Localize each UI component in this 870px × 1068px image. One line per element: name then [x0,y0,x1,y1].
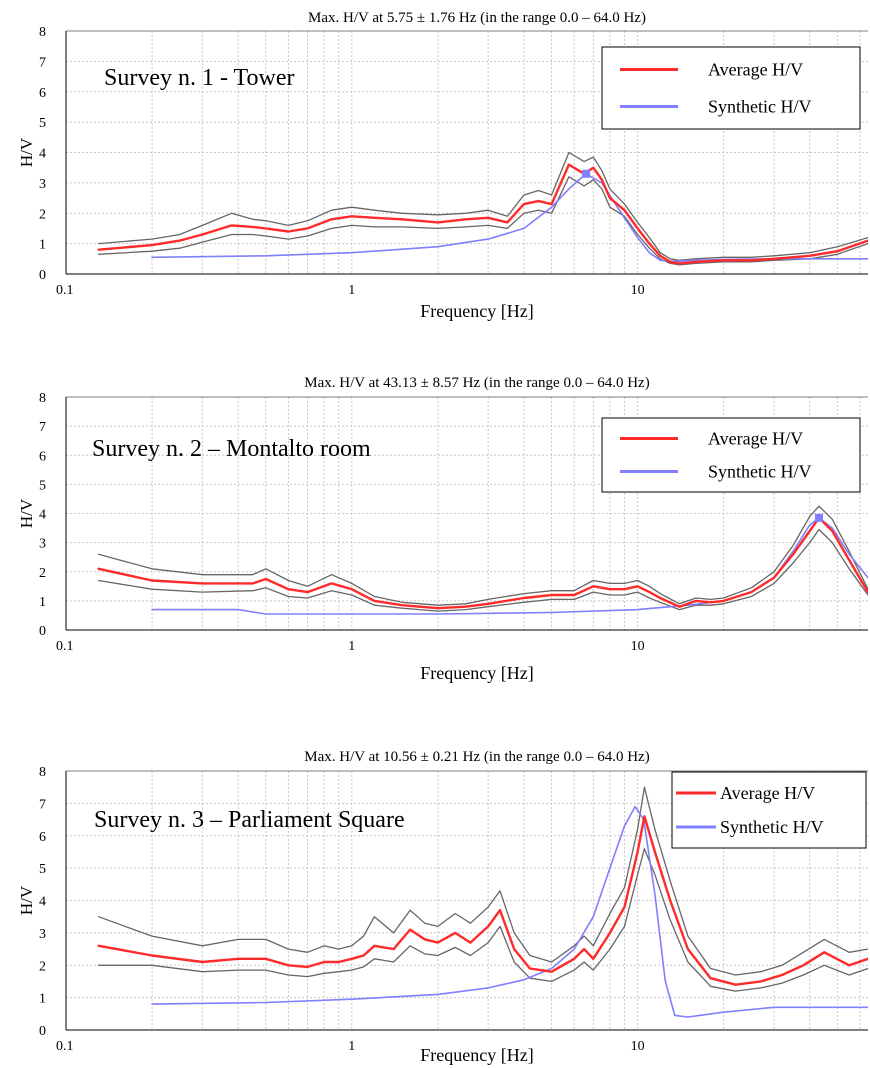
y-tick-label: 5 [39,116,46,131]
legend: Average H/V Synthetic H/V [601,417,861,493]
x-tick-label: 10 [631,283,645,298]
legend-label: Average H/V [720,783,815,803]
y-tick-label: 8 [39,25,46,40]
legend-label: Synthetic H/V [708,462,812,482]
chart-title: Max. H/V at 5.75 ± 1.76 Hz (in the range… [308,10,646,26]
series-line-average [97,516,868,610]
y-tick-label: 8 [39,391,46,406]
y-axis-label: H/V [17,137,36,167]
y-tick-label: 3 [39,177,46,192]
series-line-synthetic [151,805,868,1018]
y-tick-label: 3 [39,927,46,942]
legend-box [601,417,861,493]
peak-marker [815,513,824,522]
chart-title: Max. H/V at 43.13 ± 8.57 Hz (in the rang… [304,375,649,391]
x-tick-label: 0.1 [56,1039,74,1054]
y-tick-label: 0 [39,268,46,283]
chart-panel-2: 0 1 2 3 4 5 6 7 8 0.1 1 10 Max. H/V at 43.13 ± 8.57 … [17,375,868,683]
y-tick-label: 4 [39,508,46,523]
series-line-lower [97,528,868,612]
legend-label: Average H/V [708,429,803,449]
y-tick-label: 1 [39,595,46,610]
y-tick-label: 8 [39,765,46,780]
y-tick-label: 7 [39,55,46,70]
survey-annotation: Survey n. 2 – Montalto room [92,436,371,462]
grid-lines [66,771,868,1030]
survey-annotation: Survey n. 3 – Parliament Square [94,807,405,833]
legend-label: Synthetic H/V [708,97,812,117]
survey-annotation: Survey n. 1 - Tower [104,65,295,91]
series-line-upper [97,505,868,606]
y-tick-label: 7 [39,797,46,812]
series-line-upper [97,151,868,261]
x-axis-label: Frequency [Hz] [420,663,533,683]
y-tick-label: 5 [39,478,46,493]
series-line-lower [97,848,868,992]
x-axis-label: Frequency [Hz] [420,1045,533,1065]
legend: Average H/V Synthetic H/V [601,46,861,130]
y-tick-label: 0 [39,1024,46,1039]
x-axis-label: Frequency [Hz] [420,301,533,321]
x-tick-label: 10 [631,1039,645,1054]
x-tick-label: 10 [631,639,645,654]
y-tick-label: 3 [39,537,46,552]
y-tick-label: 2 [39,207,46,222]
y-tick-label: 6 [39,449,46,464]
y-tick-label: 6 [39,86,46,101]
x-tick-label: 1 [348,1039,355,1054]
y-tick-label: 1 [39,238,46,253]
legend: Average H/V Synthetic H/V [671,771,867,849]
peak-marker [582,169,591,178]
x-tick-label: 1 [348,639,355,654]
series-group [97,786,868,1018]
x-tick-label: 1 [348,283,355,298]
series-line-average [97,163,868,265]
series-group [97,151,868,266]
y-tick-label: 2 [39,566,46,581]
x-tick-label: 0.1 [56,639,74,654]
series-line-average [97,815,868,986]
series-line-upper [97,786,868,976]
y-tick-label: 4 [39,895,46,910]
legend-label: Synthetic H/V [720,817,824,837]
legend-box [671,771,867,849]
legend-label: Average H/V [708,60,803,80]
series-group [97,505,868,615]
y-tick-label: 4 [39,147,46,162]
y-tick-label: 6 [39,830,46,845]
legend-box [601,46,861,130]
y-axis-label: H/V [17,498,36,528]
y-tick-label: 2 [39,959,46,974]
chart-panel-3: 0 1 2 3 4 5 6 7 8 0.1 1 10 Max. H/V at 10.56 ± 0.21 … [17,749,868,1065]
y-tick-label: 0 [39,624,46,639]
chart-panel-1: 0 1 2 3 4 5 6 7 8 0.1 1 10 Max. H/V at 5.75 ± 1.76 H… [17,10,868,321]
y-axis-label: H/V [17,885,36,915]
x-tick-label: 0.1 [56,283,74,298]
y-tick-label: 5 [39,862,46,877]
y-tick-label: 1 [39,992,46,1007]
chart-title: Max. H/V at 10.56 ± 0.21 Hz (in the rang… [304,749,649,765]
y-tick-label: 7 [39,420,46,435]
